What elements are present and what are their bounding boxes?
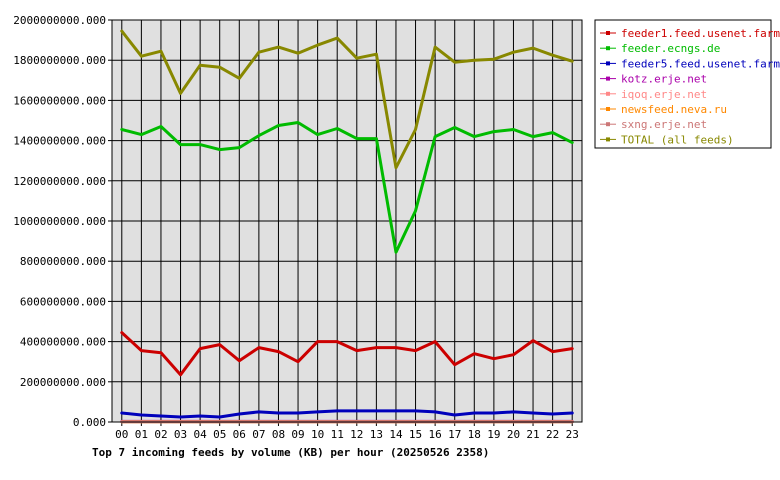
legend-marker <box>606 61 610 66</box>
legend-marker <box>606 137 610 142</box>
legend-label: sxng.erje.net <box>621 118 707 131</box>
x-tick-label: 07 <box>252 428 265 441</box>
y-tick-label: 1400000000.000 <box>13 135 106 148</box>
x-tick-label: 10 <box>311 428 324 441</box>
x-tick-label: 05 <box>213 428 226 441</box>
y-tick-label: 1000000000.000 <box>13 215 106 228</box>
x-tick-label: 21 <box>526 428 539 441</box>
x-tick-label: 02 <box>154 428 167 441</box>
grid-lines <box>108 19 582 426</box>
legend-box <box>594 19 772 149</box>
x-tick-label: 06 <box>233 428 246 441</box>
x-tick-label: 01 <box>135 428 148 441</box>
y-tick-label: 1600000000.000 <box>13 94 106 107</box>
series-line <box>120 29 574 170</box>
y-tick-label: 200000000.000 <box>20 376 106 389</box>
y-tick-label: 800000000.000 <box>20 255 106 268</box>
y-tick-label: 400000000.000 <box>20 336 106 349</box>
legend-marker <box>606 46 610 51</box>
legend-marker <box>606 107 610 111</box>
series-line <box>120 121 574 254</box>
legend-marker <box>606 31 610 35</box>
y-axis-tick-labels: 0.000 200000000.000 400000000.000 600000000… <box>13 14 106 429</box>
legend-label: feeder1.feed.usenet.farm <box>621 27 780 40</box>
chart-title: Top 7 incoming feeds by volume (KB) per … <box>92 446 489 459</box>
series-line <box>120 331 574 377</box>
x-tick-label: 13 <box>370 428 383 441</box>
x-tick-label: 15 <box>409 428 422 441</box>
x-tick-label: 16 <box>429 428 442 441</box>
x-tick-label: 09 <box>291 428 304 441</box>
legend-label: TOTAL (all feeds) <box>621 133 734 146</box>
x-tick-label: 12 <box>350 428 363 441</box>
x-tick-label: 20 <box>507 428 520 441</box>
y-tick-label: 1200000000.000 <box>13 175 106 188</box>
legend: feeder1.feed.usenet.farm feeder.ecngs.de f… <box>594 19 780 149</box>
x-tick-label: 14 <box>389 428 403 441</box>
plot-area-border <box>111 19 583 423</box>
legend-label: feeder.ecngs.de <box>621 42 720 55</box>
legend-marker <box>606 76 610 81</box>
x-tick-label: 00 <box>115 428 128 441</box>
y-tick-label: 0.000 <box>73 416 106 429</box>
x-tick-label: 17 <box>448 428 461 441</box>
y-tick-label: 1800000000.000 <box>13 54 106 67</box>
x-tick-label: 19 <box>487 428 500 441</box>
legend-label: newsfeed.neva.ru <box>621 103 727 116</box>
x-tick-label: 08 <box>272 428 285 441</box>
legend-marker <box>606 91 610 96</box>
x-axis-tick-labels: 00 01 02 03 04 05 06 07 08 09 10 11 12 13 14 15 16 17 18 19… <box>115 428 579 441</box>
x-tick-label: 11 <box>331 428 344 441</box>
legend-label: iqoq.erje.net <box>621 88 707 101</box>
x-tick-label: 23 <box>566 428 579 441</box>
x-tick-label: 03 <box>174 428 187 441</box>
legend-marker <box>606 122 610 127</box>
legend-label: kotz.erje.net <box>621 73 707 86</box>
x-tick-label: 04 <box>194 428 208 441</box>
x-tick-label: 22 <box>546 428 559 441</box>
y-tick-label: 2000000000.000 <box>13 14 106 27</box>
x-tick-label: 18 <box>468 428 481 441</box>
legend-label: feeder5.feed.usenet.farm <box>621 57 780 70</box>
y-tick-label: 600000000.000 <box>20 295 106 308</box>
series-line <box>120 409 574 419</box>
